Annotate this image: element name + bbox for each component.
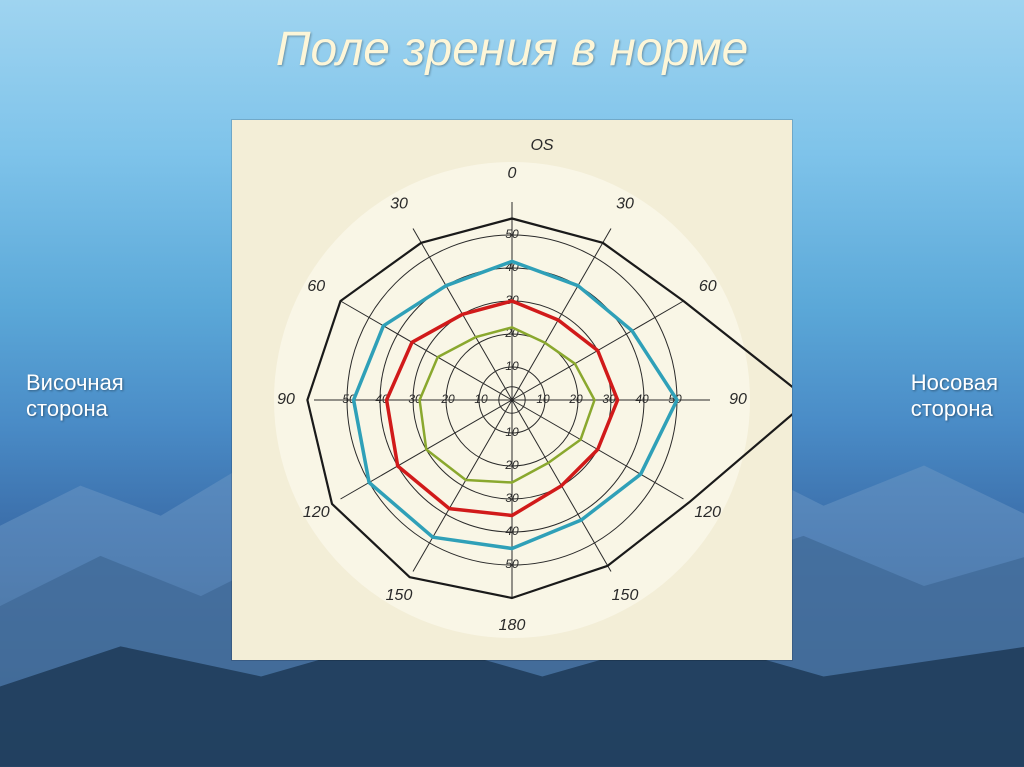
svg-text:10: 10 (474, 392, 488, 406)
svg-text:20: 20 (440, 392, 455, 406)
svg-text:10: 10 (536, 392, 550, 406)
svg-text:30: 30 (616, 195, 634, 212)
svg-text:40: 40 (635, 392, 649, 406)
nasal-side-label: Носовая сторона (911, 370, 998, 423)
svg-text:50: 50 (505, 227, 519, 241)
svg-text:10: 10 (505, 425, 519, 439)
svg-text:120: 120 (694, 504, 721, 521)
svg-text:60: 60 (307, 278, 325, 295)
slide-title: Поле зрения в норме (0, 22, 1024, 77)
svg-text:20: 20 (504, 458, 519, 472)
temporal-side-label: Височная сторона (26, 370, 124, 423)
svg-text:30: 30 (390, 195, 408, 212)
svg-text:180: 180 (499, 617, 526, 634)
svg-text:OS: OS (530, 137, 553, 154)
svg-text:90: 90 (729, 391, 747, 408)
svg-text:120: 120 (303, 504, 330, 521)
label-line: сторона (911, 396, 993, 421)
svg-text:90: 90 (277, 391, 295, 408)
perimetry-chart: 1020304050102030405010203040501020304050… (232, 120, 792, 660)
svg-text:30: 30 (505, 491, 519, 505)
svg-text:20: 20 (568, 392, 583, 406)
svg-text:0: 0 (508, 165, 517, 182)
svg-text:40: 40 (505, 524, 519, 538)
label-line: Височная (26, 370, 124, 395)
label-line: сторона (26, 396, 108, 421)
svg-text:50: 50 (505, 557, 519, 571)
label-line: Носовая (911, 370, 998, 395)
svg-text:10: 10 (505, 359, 519, 373)
svg-text:150: 150 (612, 587, 639, 604)
svg-text:60: 60 (699, 278, 717, 295)
svg-text:150: 150 (386, 587, 413, 604)
perimetry-svg: 1020304050102030405010203040501020304050… (232, 120, 792, 660)
